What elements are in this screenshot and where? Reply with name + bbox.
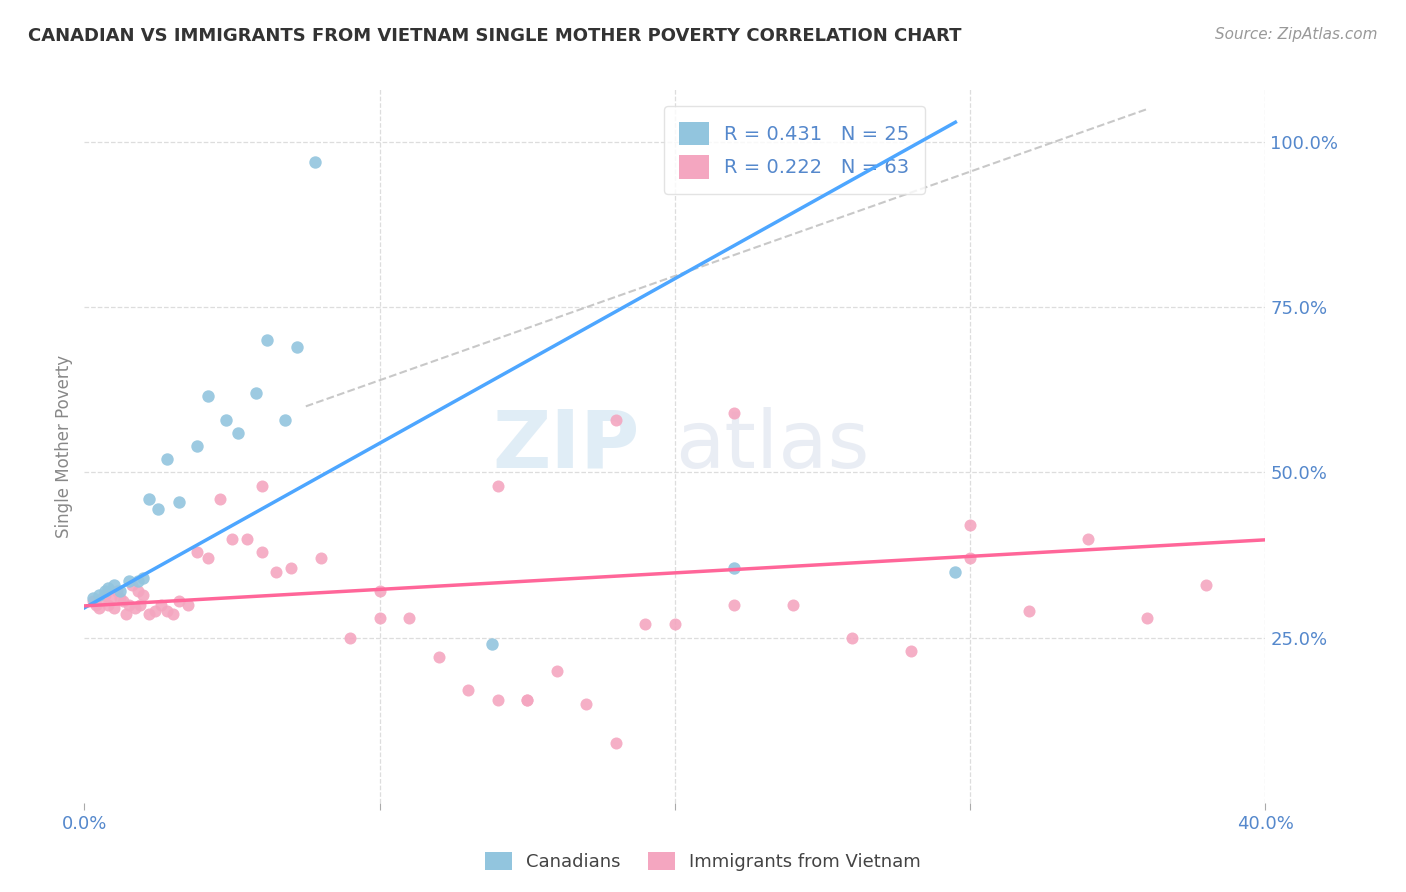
- Point: [264, 565, 288, 579]
- Point: [150, 598, 173, 612]
- Point: [162, 607, 184, 622]
- Point: [89, 600, 111, 615]
- Point: [156, 452, 179, 467]
- Point: [167, 594, 190, 608]
- Point: [1018, 604, 1040, 618]
- Point: [138, 607, 160, 622]
- Point: [339, 631, 361, 645]
- Point: [91, 591, 114, 605]
- Point: [457, 683, 479, 698]
- Point: [121, 578, 143, 592]
- Point: [108, 591, 131, 605]
- Point: [167, 495, 190, 509]
- Point: [841, 631, 863, 645]
- Point: [124, 600, 146, 615]
- Point: [148, 501, 170, 516]
- Point: [250, 545, 273, 559]
- Point: [197, 389, 219, 403]
- Point: [103, 600, 125, 615]
- Point: [114, 607, 136, 622]
- Point: [1195, 578, 1218, 592]
- Point: [105, 584, 128, 599]
- Point: [197, 551, 219, 566]
- Point: [186, 439, 208, 453]
- Point: [516, 693, 538, 707]
- Point: [959, 518, 981, 533]
- Point: [368, 584, 391, 599]
- Point: [236, 532, 259, 546]
- Y-axis label: Single Mother Poverty: Single Mother Poverty: [55, 354, 73, 538]
- Text: CANADIAN VS IMMIGRANTS FROM VIETNAM SINGLE MOTHER POVERTY CORRELATION CHART: CANADIAN VS IMMIGRANTS FROM VIETNAM SING…: [28, 27, 962, 45]
- Point: [309, 551, 332, 566]
- Point: [108, 584, 131, 599]
- Point: [132, 588, 155, 602]
- Point: [245, 386, 267, 401]
- Point: [100, 591, 122, 605]
- Point: [304, 154, 326, 169]
- Point: [138, 491, 160, 506]
- Point: [89, 588, 111, 602]
- Point: [118, 574, 141, 589]
- Point: [280, 561, 302, 575]
- Point: [368, 611, 391, 625]
- Point: [1077, 532, 1099, 546]
- Point: [215, 412, 238, 426]
- Point: [486, 693, 509, 707]
- Point: [723, 561, 745, 575]
- Point: [186, 545, 208, 559]
- Point: [481, 637, 503, 651]
- Point: [94, 584, 117, 599]
- Point: [959, 551, 981, 566]
- Point: [1136, 611, 1159, 625]
- Point: [82, 594, 104, 608]
- Point: [97, 598, 120, 612]
- Point: [723, 406, 745, 420]
- Point: [132, 571, 155, 585]
- Point: [111, 594, 134, 608]
- Point: [398, 611, 420, 625]
- Point: [94, 588, 117, 602]
- Point: [209, 491, 232, 506]
- Point: [256, 333, 278, 347]
- Point: [82, 591, 104, 605]
- Point: [782, 598, 804, 612]
- Point: [177, 598, 200, 612]
- Point: [156, 604, 179, 618]
- Point: [103, 578, 125, 592]
- Point: [285, 340, 308, 354]
- Point: [118, 598, 141, 612]
- Point: [575, 697, 598, 711]
- Point: [221, 532, 243, 546]
- Point: [546, 664, 568, 678]
- Legend: R = 0.431   N = 25, R = 0.222   N = 63: R = 0.431 N = 25, R = 0.222 N = 63: [664, 106, 925, 194]
- Point: [250, 478, 273, 492]
- Point: [516, 693, 538, 707]
- Point: [274, 412, 297, 426]
- Point: [127, 574, 149, 589]
- Point: [605, 736, 627, 750]
- Text: atlas: atlas: [675, 407, 869, 485]
- Point: [664, 617, 686, 632]
- Point: [127, 584, 149, 599]
- Point: [427, 650, 450, 665]
- Point: [97, 581, 120, 595]
- Point: [226, 425, 249, 440]
- Point: [143, 604, 166, 618]
- Point: [486, 478, 509, 492]
- Point: [634, 617, 657, 632]
- Point: [605, 412, 627, 426]
- Point: [723, 598, 745, 612]
- Legend: Canadians, Immigrants from Vietnam: Canadians, Immigrants from Vietnam: [478, 845, 928, 879]
- Point: [84, 598, 107, 612]
- Text: ZIP: ZIP: [492, 407, 640, 485]
- Point: [900, 644, 922, 658]
- Point: [945, 565, 967, 579]
- Point: [129, 598, 152, 612]
- Text: Source: ZipAtlas.com: Source: ZipAtlas.com: [1215, 27, 1378, 42]
